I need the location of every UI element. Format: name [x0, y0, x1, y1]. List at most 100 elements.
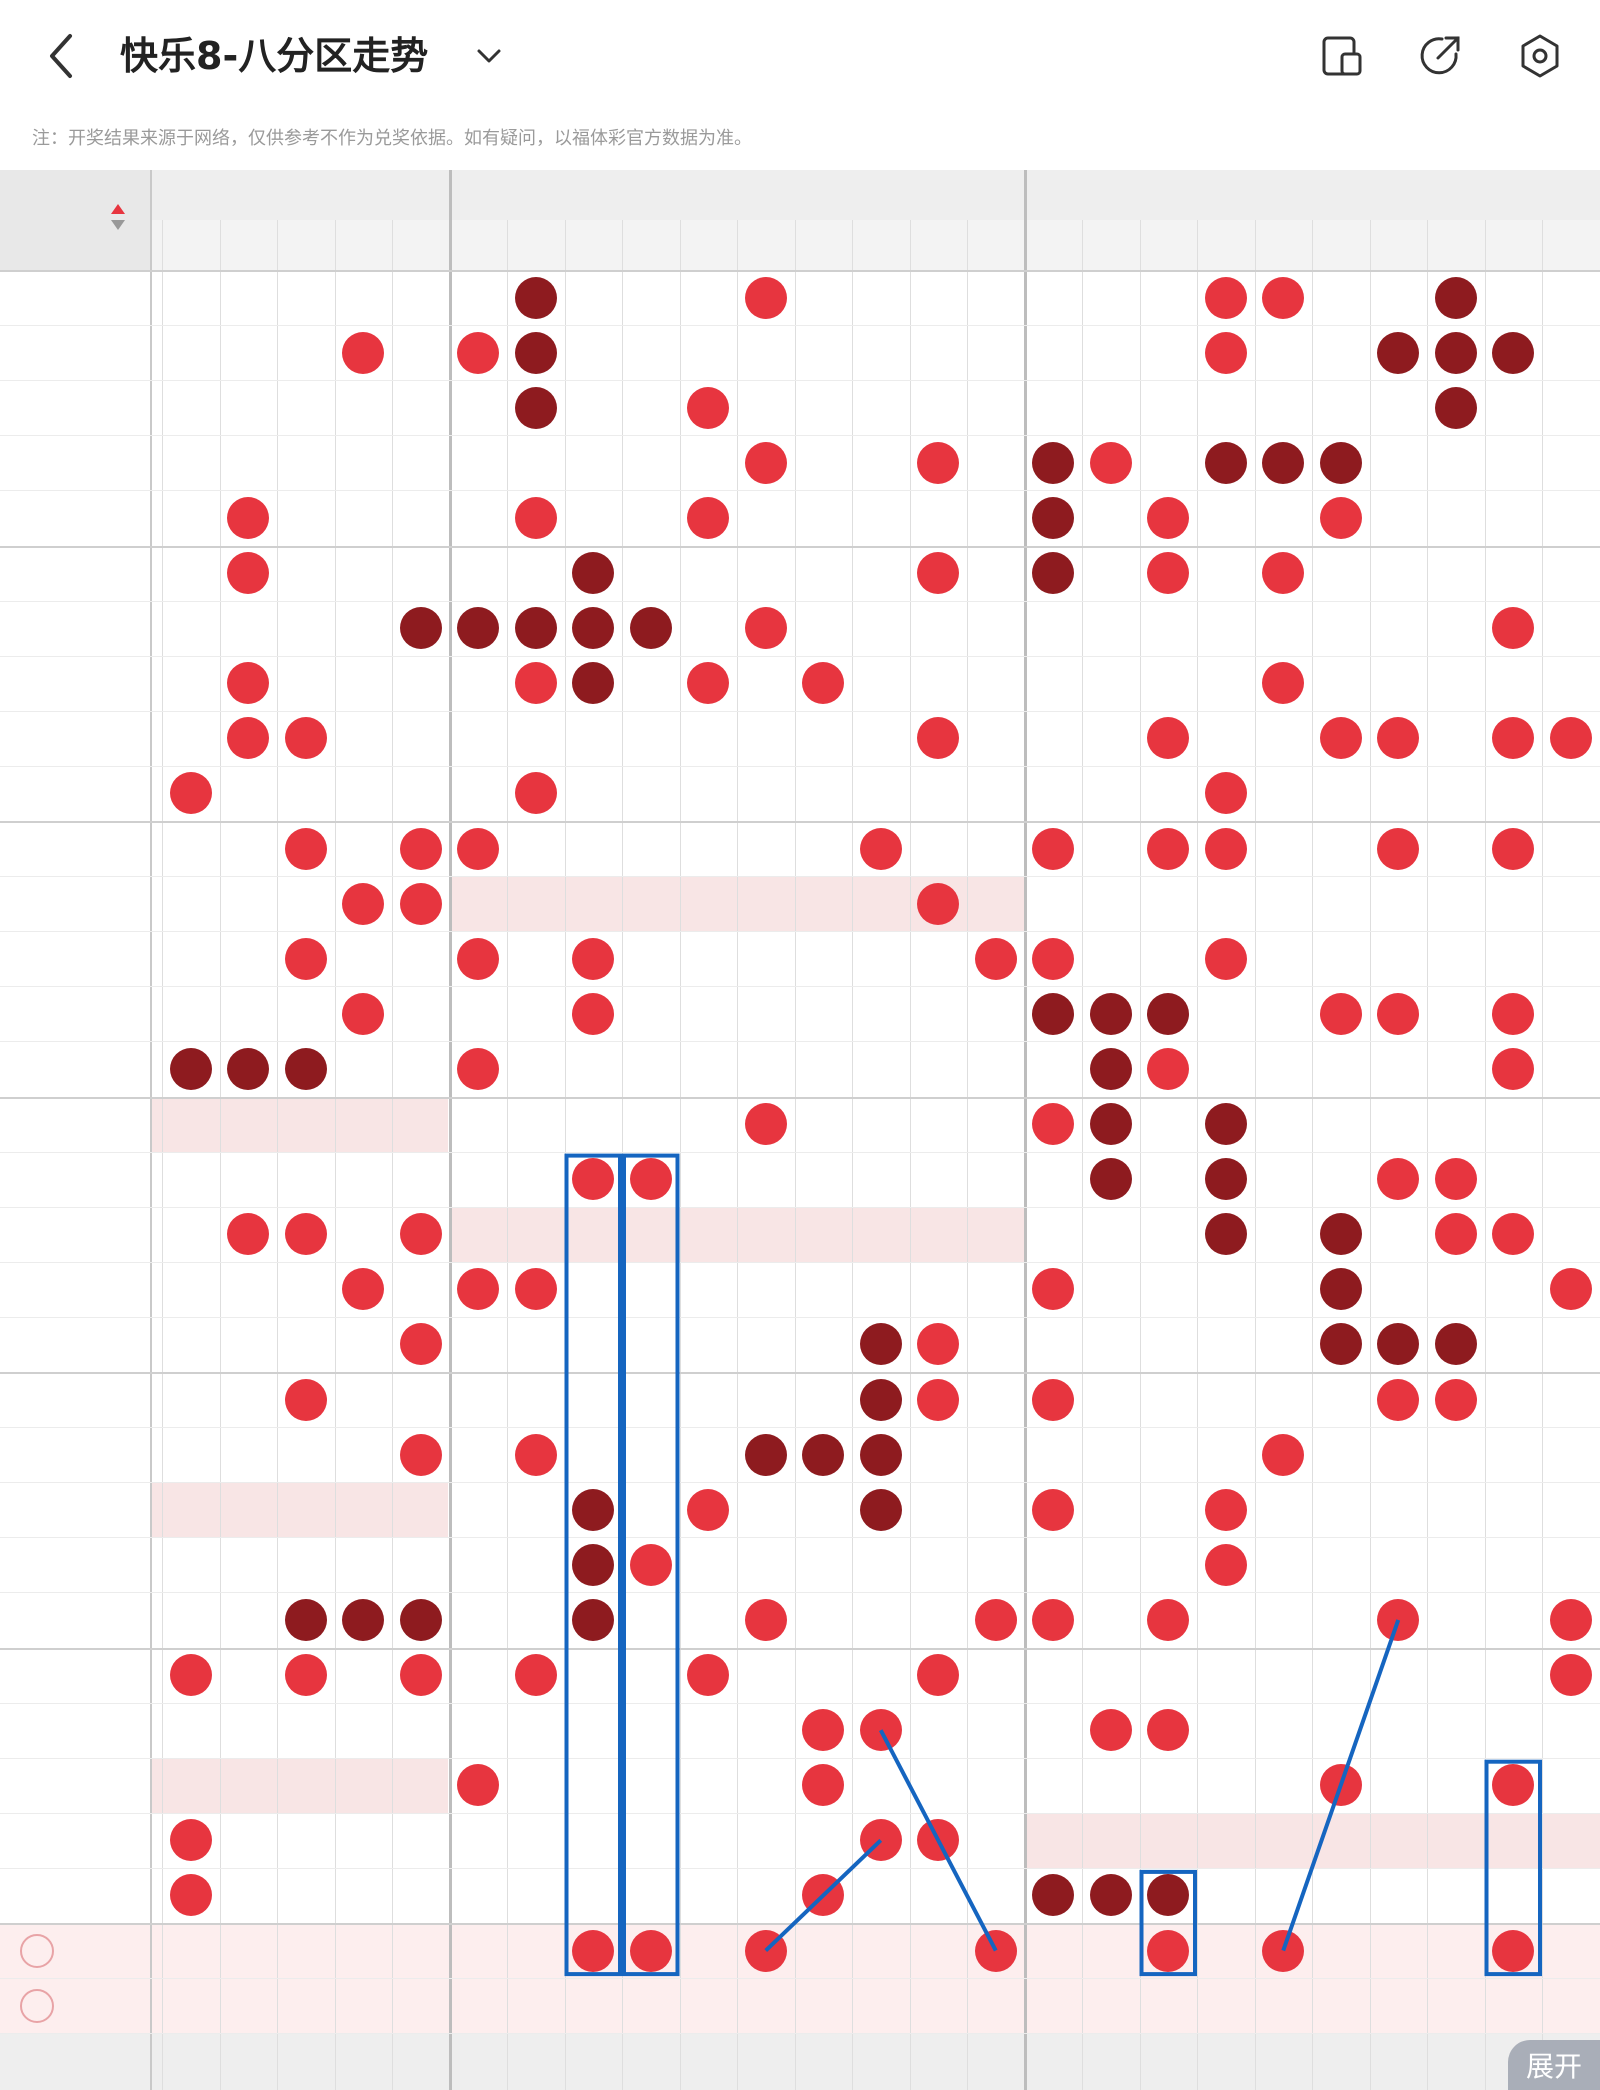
- zone-divider: [448, 170, 452, 2090]
- column-divider: [334, 220, 336, 2090]
- hit-ball: [1089, 1158, 1132, 1201]
- hit-ball: [1204, 441, 1247, 484]
- pick-radio[interactable]: [20, 1933, 54, 1968]
- hit-ball: [1434, 386, 1477, 429]
- chevron-down-icon[interactable]: [472, 36, 506, 76]
- hit-ball: [1377, 1158, 1420, 1201]
- sort-updown-icon[interactable]: [110, 202, 126, 232]
- hit-ball: [1032, 496, 1075, 539]
- hit-ball: [1089, 992, 1132, 1035]
- hit-ball: [514, 386, 557, 429]
- shaded-row-band: [150, 1482, 448, 1538]
- pick-ball-selected[interactable]: [572, 1929, 615, 1972]
- disclaimer-text: 注：开奖结果来源于网络，仅供参考不作为兑奖依据。如有疑问，以福体彩官方数据为准。: [32, 128, 752, 149]
- column-divider: [1139, 220, 1141, 2090]
- hit-ball: [572, 937, 615, 980]
- chevron-left-icon[interactable]: [40, 30, 84, 82]
- column-divider: [1312, 220, 1313, 2090]
- hit-ball: [1492, 992, 1535, 1035]
- hit-ball: [399, 1654, 442, 1697]
- hit-ball: [1262, 662, 1305, 705]
- column-divider: [507, 220, 508, 2090]
- hit-ball: [1549, 1268, 1592, 1311]
- hit-ball: [572, 1543, 615, 1586]
- hit-ball: [1492, 1764, 1535, 1807]
- hit-ball: [859, 1323, 902, 1366]
- row-divider: [0, 1427, 1600, 1429]
- hit-ball: [227, 552, 270, 595]
- hit-ball: [514, 276, 557, 319]
- hit-ball: [1147, 1874, 1190, 1917]
- hit-ball: [687, 496, 730, 539]
- hit-ball: [687, 386, 730, 429]
- pick-ball-selected[interactable]: [1492, 1929, 1535, 1972]
- row-divider: [0, 1537, 1600, 1539]
- hit-ball: [169, 1819, 212, 1862]
- hit-ball: [514, 1268, 557, 1311]
- hit-ball: [572, 552, 615, 595]
- hit-ball: [917, 1378, 960, 1421]
- row-divider: [0, 655, 1600, 657]
- row-divider: [0, 1316, 1600, 1318]
- hit-ball: [744, 607, 787, 650]
- expand-button[interactable]: 展开: [1508, 2040, 1600, 2090]
- column-divider: [392, 220, 393, 2090]
- hit-ball: [1032, 441, 1075, 484]
- hit-ball: [1319, 1323, 1362, 1366]
- pick-radio[interactable]: [20, 1988, 54, 2023]
- column-divider: [909, 220, 911, 2090]
- hit-ball: [1089, 1709, 1132, 1752]
- hit-ball: [284, 717, 327, 760]
- hit-ball: [629, 1158, 672, 1201]
- hit-ball: [1492, 827, 1535, 870]
- share-icon[interactable]: [1416, 32, 1464, 80]
- hit-ball: [1204, 1488, 1247, 1531]
- row-divider: [0, 1482, 1600, 1484]
- hit-ball: [1377, 717, 1420, 760]
- row-divider: [0, 600, 1600, 602]
- hit-ball: [1204, 1213, 1247, 1256]
- hit-ball: [284, 827, 327, 870]
- hit-ball: [1147, 1047, 1190, 1090]
- row-divider: [0, 1978, 1600, 1980]
- hit-ball: [917, 441, 960, 484]
- column-header-bg: [150, 220, 1600, 270]
- column-divider: [794, 220, 796, 2090]
- column-divider: [1197, 220, 1198, 2090]
- hit-ball: [227, 662, 270, 705]
- column-divider: [1542, 220, 1543, 2090]
- row-divider: [0, 986, 1600, 988]
- split-screen-icon[interactable]: [1318, 32, 1366, 80]
- hit-ball: [744, 1598, 787, 1641]
- column-divider: [1369, 220, 1371, 2090]
- row-divider: [0, 545, 1600, 548]
- column-divider: [967, 220, 968, 2090]
- pick-ball-selected[interactable]: [629, 1929, 672, 1972]
- hit-ball: [1204, 1543, 1247, 1586]
- row-divider: [0, 270, 1600, 272]
- hit-ball: [1492, 1047, 1535, 1090]
- row-divider: [0, 1261, 1600, 1263]
- hit-ball: [1434, 331, 1477, 374]
- row-divider: [0, 1592, 1600, 1594]
- hit-ball: [1032, 1378, 1075, 1421]
- hit-ball: [1262, 276, 1305, 319]
- page-title[interactable]: 快乐8-八分区走势: [120, 34, 429, 78]
- column-divider: [1254, 220, 1256, 2090]
- zone-footer-bg: [0, 2033, 1600, 2090]
- trend-line-68-70: [878, 1729, 998, 1952]
- hit-ball: [1204, 331, 1247, 374]
- hit-ball: [457, 937, 500, 980]
- hit-ball: [399, 827, 442, 870]
- row-divider: [0, 1206, 1600, 1208]
- row-divider: [0, 821, 1600, 823]
- hit-ball: [1204, 772, 1247, 815]
- column-divider: [737, 220, 738, 2090]
- hit-ball: [1434, 276, 1477, 319]
- hit-ball: [342, 1598, 385, 1641]
- settings-icon[interactable]: [1516, 32, 1564, 80]
- pick-ball-selected[interactable]: [1147, 1929, 1190, 1972]
- hit-ball: [1319, 496, 1362, 539]
- hit-ball: [859, 827, 902, 870]
- hit-ball: [974, 937, 1017, 980]
